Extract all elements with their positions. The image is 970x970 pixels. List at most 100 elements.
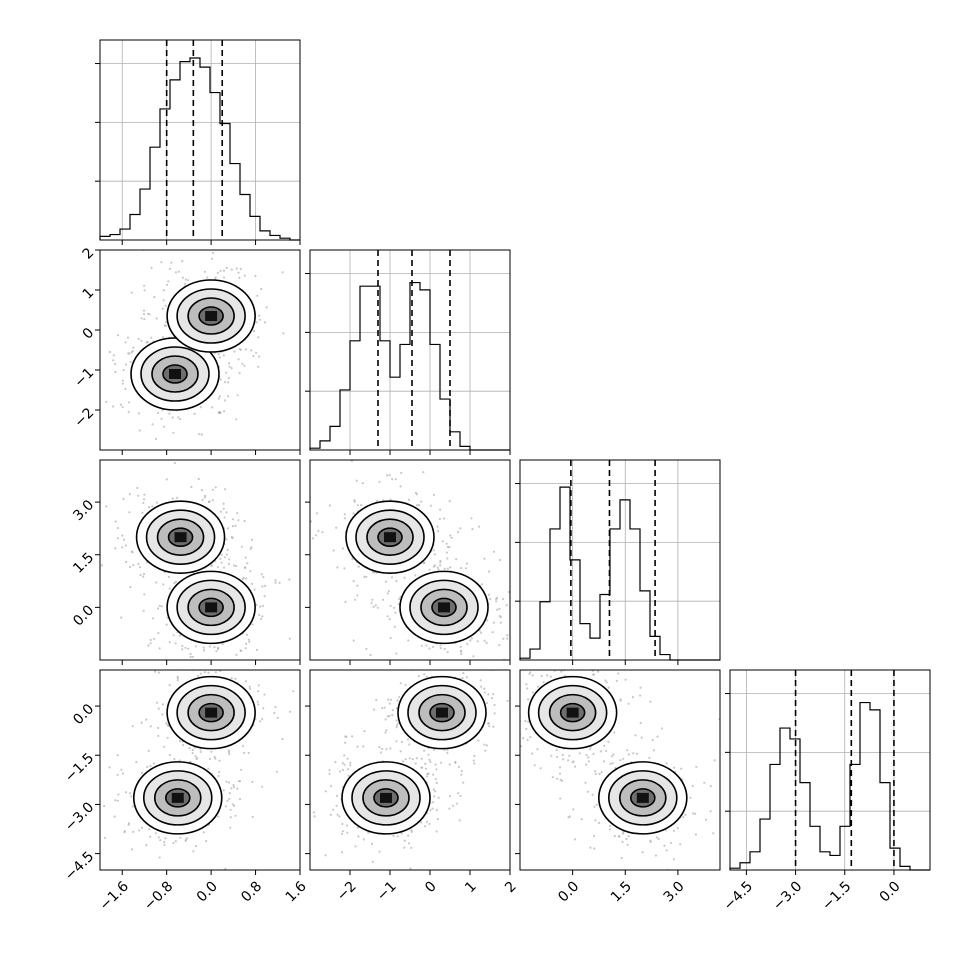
scatter-point	[423, 561, 426, 564]
scatter-point	[625, 838, 628, 841]
contour-line	[176, 288, 246, 344]
scatter-point	[385, 729, 388, 732]
scatter-point	[457, 765, 460, 769]
scatter-point	[460, 773, 463, 776]
contour-line	[409, 579, 479, 636]
scatter-point	[317, 529, 320, 533]
contour-line	[429, 702, 455, 723]
scatter-point	[198, 433, 201, 436]
scatter-point	[477, 739, 480, 742]
scatter-point	[150, 336, 153, 339]
scatter-point	[498, 644, 501, 647]
scatter-point	[607, 686, 610, 689]
scatter-point	[238, 371, 241, 375]
scatter-point	[253, 330, 256, 333]
scatter-point	[245, 642, 248, 646]
scatter-point	[341, 762, 344, 765]
scatter-point	[361, 482, 364, 485]
scatter-point	[343, 754, 346, 757]
scatter-point	[226, 527, 230, 530]
y-tick-label: 0	[80, 325, 98, 343]
y-tick-label: 2	[80, 245, 98, 263]
scatter-point	[167, 280, 170, 283]
scatter-point	[439, 564, 442, 567]
scatter-point	[209, 666, 211, 668]
scatter-point	[208, 500, 211, 503]
scatter-point	[446, 545, 449, 549]
scatter-point	[439, 647, 442, 650]
scatter-point	[429, 760, 432, 764]
scatter-point	[605, 681, 608, 684]
scatter-point	[168, 684, 171, 687]
scatter-point	[128, 493, 131, 496]
scatter-point	[151, 505, 154, 508]
scatter-point	[389, 498, 392, 501]
scatter-point	[446, 567, 449, 570]
scatter-point	[363, 575, 366, 578]
scatter-point	[217, 411, 220, 414]
scatter-point	[436, 566, 439, 569]
contour-line	[176, 579, 246, 636]
scatter-point	[136, 486, 139, 490]
scatter-point	[586, 790, 590, 793]
scatter-point	[254, 274, 257, 278]
contour-line	[187, 297, 235, 335]
scatter-point	[420, 644, 423, 647]
density-peak	[566, 707, 579, 718]
scatter-point	[506, 634, 509, 637]
scatter-point	[639, 721, 642, 725]
scatter-point	[448, 500, 451, 503]
scatter-point	[158, 856, 161, 859]
scatter-point	[232, 784, 235, 787]
scatter-point	[226, 548, 229, 552]
scatter-point	[480, 685, 483, 688]
scatter-point	[170, 261, 173, 264]
scatter-point	[550, 754, 553, 757]
density-peak	[380, 792, 392, 803]
scatter-point	[622, 830, 625, 834]
contour-content	[100, 461, 291, 660]
scatter-point	[391, 709, 394, 712]
scatter-point	[495, 600, 498, 603]
scatter-point	[351, 735, 354, 738]
scatter-point	[460, 652, 463, 655]
scatter-point	[216, 271, 219, 274]
scatter-point	[132, 564, 135, 567]
scatter-point	[229, 808, 232, 811]
scatter-point	[679, 843, 682, 846]
scatter-point	[567, 759, 570, 762]
scatter-point	[360, 504, 363, 507]
contour-line	[537, 684, 608, 741]
contour-panel-4-1	[99, 657, 301, 871]
scatter-point	[505, 604, 508, 607]
scatter-point	[408, 757, 411, 760]
scatter-point	[161, 657, 163, 659]
scatter-point	[158, 647, 161, 650]
scatter-point	[336, 566, 339, 569]
scatter-point	[611, 762, 614, 765]
scatter-point	[234, 524, 237, 527]
scatter-point	[262, 667, 264, 669]
scatter-point	[432, 565, 435, 568]
histogram-step	[519, 486, 720, 661]
histogram-step	[99, 57, 300, 241]
scatter-point	[207, 671, 210, 674]
scatter-point	[143, 498, 146, 501]
scatter-point	[433, 748, 436, 752]
scatter-point	[440, 761, 443, 764]
scatter-point	[112, 354, 115, 357]
scatter-point	[384, 718, 387, 721]
scatter-point	[512, 690, 514, 692]
scatter-point	[375, 698, 378, 702]
contour-line	[187, 693, 235, 732]
scatter-point	[261, 604, 265, 608]
scatter-point	[429, 504, 432, 507]
scatter-point	[225, 266, 228, 269]
scatter-point	[138, 566, 141, 569]
scatter-point	[694, 833, 698, 836]
scatter-point	[227, 381, 230, 384]
scatter-point	[129, 360, 132, 363]
scatter-point	[600, 660, 602, 662]
scatter-point	[603, 760, 606, 763]
scatter-point	[177, 416, 180, 419]
